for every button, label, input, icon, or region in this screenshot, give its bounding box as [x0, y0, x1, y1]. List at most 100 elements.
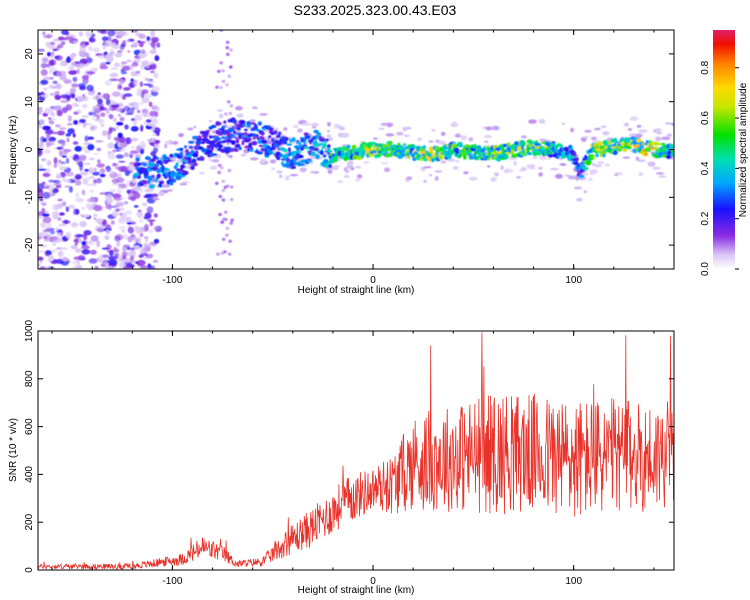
spectrogram-blob	[257, 139, 263, 144]
spectrogram-blob	[47, 138, 54, 142]
spectrogram-blob	[323, 158, 329, 165]
spectrogram-blob	[241, 140, 245, 146]
spectrogram-blob	[76, 234, 85, 238]
spectrogram-blob	[59, 145, 65, 150]
spectrogram-blob	[65, 32, 70, 36]
spectrogram-blob	[115, 154, 124, 159]
spectrogram-blob	[40, 221, 46, 228]
spectrogram-blob	[110, 104, 120, 108]
spectrogram-blob	[76, 95, 84, 103]
spectrogram-blob	[431, 129, 436, 132]
spectrogram-blob	[38, 192, 44, 197]
spectrogram-blob	[69, 93, 76, 99]
spectrogram-blob	[119, 212, 123, 216]
spectrogram-blob	[81, 115, 90, 118]
spectrogram-blob	[156, 42, 161, 48]
spectrogram-blob	[516, 175, 521, 179]
spectrogram-blob	[134, 192, 141, 199]
spectrogram-blob	[259, 113, 268, 116]
spectrogram-blob	[136, 259, 146, 266]
spectrogram-blob	[46, 133, 51, 140]
spectrogram-blob	[549, 168, 559, 171]
spectrogram-blob	[116, 107, 121, 113]
spectrogram-blob	[152, 226, 159, 230]
spectrogram-blob	[68, 34, 76, 38]
spectrogram-blob	[147, 81, 155, 84]
spectrogram-blob	[38, 263, 41, 267]
spectrogram-blob	[93, 179, 98, 184]
spectrogram-blob	[129, 150, 139, 155]
spectrogram-blob	[105, 202, 111, 210]
spectrogram-blob	[116, 121, 124, 126]
spectrogram-blob	[54, 94, 62, 101]
spectrogram-blob	[314, 140, 318, 145]
spectrogram-blob	[50, 117, 57, 121]
spectrogram-blob	[513, 161, 517, 166]
y-tick-label: 20	[24, 48, 35, 60]
spectrogram-blob	[205, 129, 211, 133]
spectrogram-blob	[665, 154, 672, 159]
spectrogram-blob	[127, 196, 137, 201]
spectrogram-blob	[118, 254, 123, 260]
spectrogram-blob	[588, 160, 592, 165]
spectrogram-blob	[112, 193, 122, 199]
spectrogram-blob	[113, 255, 118, 261]
spectrogram-blob	[340, 149, 345, 155]
spectrogram-blob	[70, 222, 79, 228]
spectrogram-blob	[434, 176, 439, 181]
spectrogram-blob	[57, 250, 64, 258]
spectrogram-blob	[303, 132, 309, 136]
spectrogram-blob	[286, 157, 290, 163]
spectrogram-blob	[131, 221, 136, 225]
spectrogram-blob	[117, 187, 122, 195]
spectrogram-blob	[74, 248, 83, 254]
spectrogram-blob	[122, 251, 128, 257]
spectrogram-blob	[57, 217, 62, 221]
spectrogram-blob	[147, 140, 156, 143]
spectrogram-blob	[343, 174, 350, 178]
spectrogram-blob	[138, 254, 144, 258]
spectrogram-blob	[527, 152, 532, 155]
spectrogram-blob	[78, 50, 85, 57]
spectrogram-blob	[38, 168, 47, 171]
spectrogram-blob	[355, 165, 361, 169]
spectrogram-blob	[59, 203, 64, 207]
spectrogram-blob	[112, 149, 116, 153]
spectrogram-blob	[79, 44, 88, 49]
spectrogram-blob	[156, 173, 161, 179]
spectrogram-blob	[121, 61, 127, 65]
spectrogram-blob	[402, 143, 407, 146]
spectrogram-blob	[226, 52, 230, 57]
spectrogram-blob	[70, 70, 78, 73]
spectrogram-blob	[72, 260, 80, 265]
spectrogram-blob	[303, 138, 307, 142]
spectrogram-blob	[325, 138, 330, 142]
spectrogram-blob	[152, 259, 159, 263]
spectrogram-blob	[293, 160, 297, 165]
spectrogram-blob	[81, 207, 86, 210]
spectrogram-blob	[81, 245, 90, 250]
spectrogram-blob	[246, 120, 251, 126]
spectrogram-blob	[284, 137, 289, 141]
spectrogram-blob	[555, 173, 563, 179]
spectrogram-blob	[143, 83, 152, 86]
spectrogram-blob	[66, 122, 73, 126]
colorbar-tick-label: 0.2	[700, 211, 711, 225]
spectrogram-blob	[95, 218, 103, 224]
spectrogram-blob	[44, 210, 49, 214]
spectrogram-blob	[614, 173, 618, 177]
spectrogram-blob	[214, 138, 222, 141]
spectrogram-blob	[567, 154, 573, 160]
spectrogram-blob	[149, 110, 157, 117]
spectrogram-blob	[328, 164, 332, 168]
spectrogram-blob	[218, 194, 223, 199]
spectrogram-blob	[219, 85, 223, 90]
spectrogram-blob	[79, 85, 86, 91]
spectrogram-blob	[108, 114, 114, 120]
spectrogram-blob	[121, 229, 125, 233]
spectrogram-blob	[282, 149, 288, 153]
spectrogram-blob	[581, 137, 587, 142]
spectrogram-blob	[209, 135, 213, 139]
spectrogram-blob	[72, 141, 79, 145]
spectrogram-blob	[102, 40, 106, 46]
